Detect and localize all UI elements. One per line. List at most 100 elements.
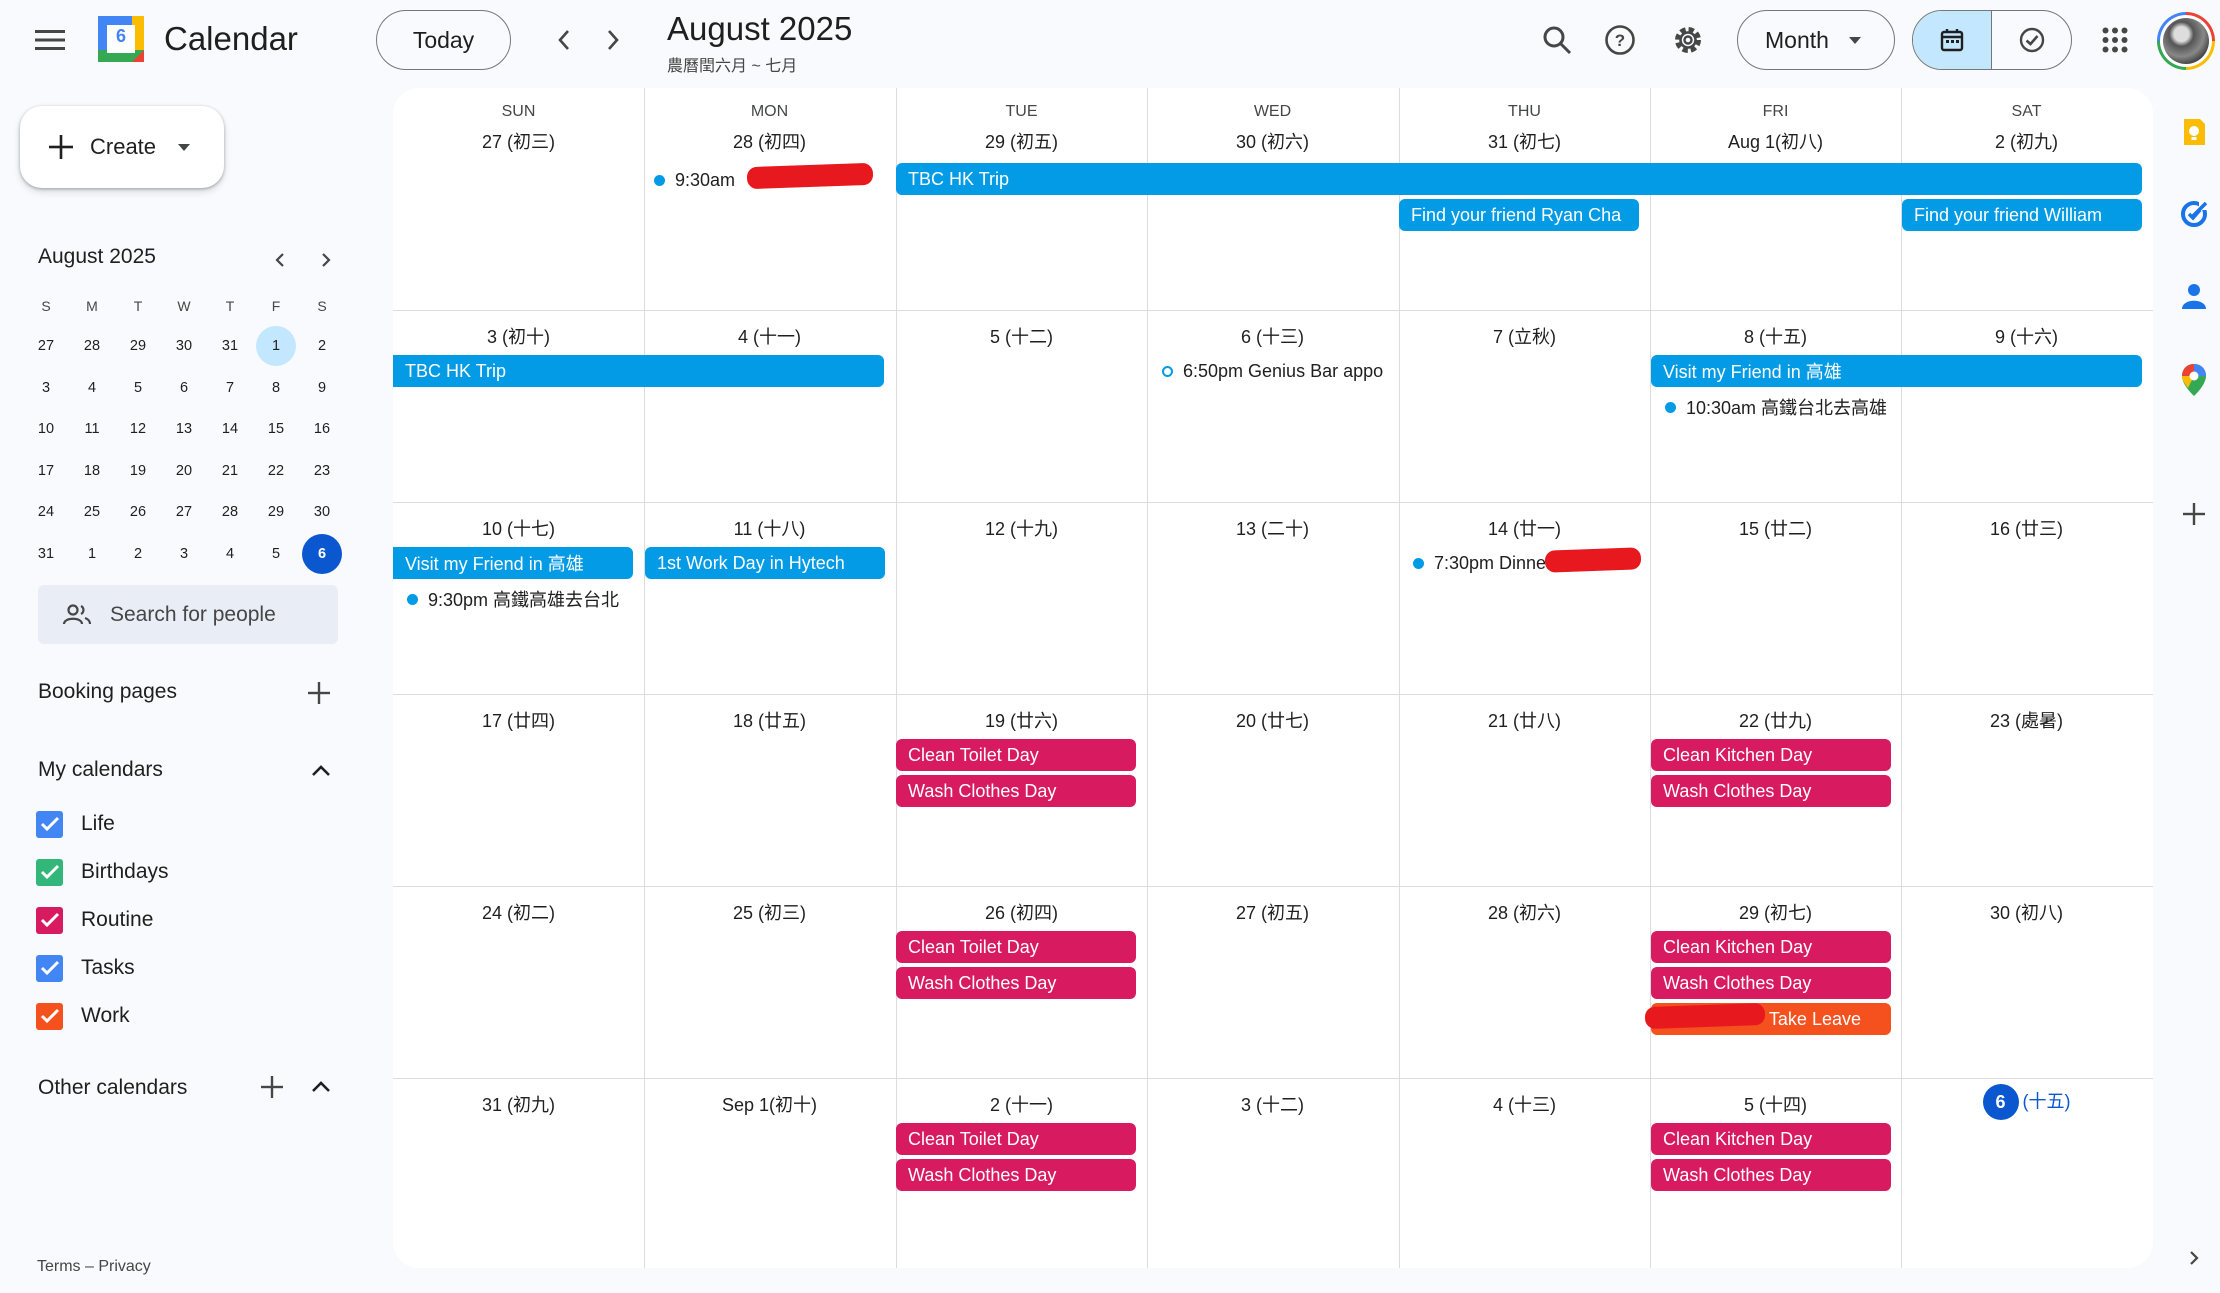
mini-calendar-day[interactable]: 12 xyxy=(129,421,147,438)
day-number[interactable]: 6 (十三) xyxy=(1241,327,1304,347)
mini-calendar-day[interactable]: 23 xyxy=(313,462,331,479)
event-wash-clothes-22[interactable]: Wash Clothes Day xyxy=(1651,775,1891,807)
collapse-other-calendars-icon[interactable] xyxy=(302,1068,340,1106)
google-apps-icon[interactable] xyxy=(2093,18,2137,62)
event-dinner[interactable]: 7:30pm Dinner xyxy=(1399,547,1643,579)
day-number[interactable]: 19 (廿六) xyxy=(984,711,1058,731)
mini-calendar-day[interactable]: 20 xyxy=(175,462,193,479)
mini-calendar-day[interactable]: 31 xyxy=(221,338,239,354)
day-number[interactable]: 14 (廿一) xyxy=(1487,519,1561,539)
event-visit-friend-kaohsiung-week2[interactable]: Visit my Friend in 高雄 xyxy=(1651,355,2142,387)
search-icon[interactable] xyxy=(1535,18,1579,62)
mini-calendar-day[interactable]: 4 xyxy=(87,379,97,396)
day-number[interactable]: 11 (十八) xyxy=(733,519,806,539)
mini-calendar-day[interactable]: 13 xyxy=(175,421,193,438)
event-clean-kitchen-22[interactable]: Clean Kitchen Day xyxy=(1651,739,1891,771)
mini-calendar-day[interactable]: 5 xyxy=(271,546,281,562)
next-period-icon[interactable] xyxy=(593,20,633,60)
mini-calendar-day[interactable]: 1 xyxy=(87,546,97,562)
day-number[interactable]: 18 (廿五) xyxy=(732,711,806,731)
day-number[interactable]: 21 (廿八) xyxy=(1487,711,1561,731)
mini-calendar-day[interactable]: 17 xyxy=(37,462,55,479)
day-number[interactable]: 20 (廿七) xyxy=(1235,711,1309,731)
day-number[interactable]: 17 (廿四) xyxy=(481,711,555,731)
mini-calendar-day[interactable]: 28 xyxy=(83,338,101,354)
event-wash-clothes-19[interactable]: Wash Clothes Day xyxy=(896,775,1136,807)
add-other-calendar-icon[interactable] xyxy=(253,1068,291,1106)
day-number[interactable]: 31 (初七) xyxy=(1487,132,1561,152)
mini-calendar-day[interactable]: 2 xyxy=(317,338,327,354)
mini-calendar-day[interactable]: 9 xyxy=(317,379,327,396)
mini-calendar-day[interactable]: 27 xyxy=(175,504,193,521)
tasks-view-toggle[interactable] xyxy=(1992,11,2071,69)
account-avatar[interactable] xyxy=(2157,12,2215,70)
mini-calendar-day[interactable]: 27 xyxy=(37,338,55,354)
day-number[interactable]: 15 (廿二) xyxy=(1738,519,1812,539)
event-wash-clothes-29[interactable]: Wash Clothes Day xyxy=(1651,967,1891,999)
mini-calendar-day[interactable]: 18 xyxy=(83,462,101,479)
keep-notes-icon[interactable] xyxy=(2176,114,2212,150)
day-number[interactable]: 2 (初九) xyxy=(1995,132,2058,152)
mini-calendar-day[interactable]: 6 xyxy=(302,534,342,574)
checkbox-checked-icon[interactable] xyxy=(36,906,63,934)
day-number[interactable]: 25 (初三) xyxy=(732,903,806,923)
expand-side-panel-icon[interactable] xyxy=(2176,1240,2212,1276)
mini-calendar-day[interactable]: 10 xyxy=(37,421,55,438)
event-clean-kitchen-29[interactable]: Clean Kitchen Day xyxy=(1651,931,1891,963)
event-clean-toilet-sep2[interactable]: Clean Toilet Day xyxy=(896,1123,1136,1155)
day-number[interactable]: 4 (十一) xyxy=(738,327,801,347)
event-genius-bar[interactable]: 6:50pm Genius Bar appo xyxy=(1148,355,1392,387)
event-clean-toilet-19[interactable]: Clean Toilet Day xyxy=(896,739,1136,771)
my-calendars-heading[interactable]: My calendars xyxy=(38,758,163,781)
mini-calendar-day[interactable]: 16 xyxy=(313,421,331,438)
mini-calendar-day[interactable]: 19 xyxy=(129,462,147,479)
event-find-friend-william[interactable]: Find your friend William xyxy=(1902,199,2142,231)
day-number[interactable]: 13 (二十) xyxy=(1235,519,1309,539)
mini-calendar-day[interactable]: 29 xyxy=(129,338,147,354)
mini-calendar-day[interactable]: 6 xyxy=(179,379,189,396)
day-number[interactable]: Aug 1(初八) xyxy=(1727,132,1824,152)
mini-calendar-day[interactable]: 30 xyxy=(313,504,331,521)
checkbox-checked-icon[interactable] xyxy=(36,1002,63,1030)
day-number[interactable]: 10 (十七) xyxy=(481,519,555,539)
mini-calendar-day[interactable]: 24 xyxy=(37,504,55,521)
checkbox-checked-icon[interactable] xyxy=(36,858,63,886)
day-number[interactable]: 28 (初六) xyxy=(1487,903,1561,923)
mini-calendar-day[interactable]: 14 xyxy=(221,421,239,438)
mini-calendar-day[interactable]: 25 xyxy=(83,504,101,521)
mini-calendar-day[interactable]: 21 xyxy=(221,462,239,479)
view-switcher-dropdown[interactable]: Month xyxy=(1737,10,1895,70)
previous-period-icon[interactable] xyxy=(544,20,584,60)
tasks-app-icon[interactable] xyxy=(2176,196,2212,232)
mini-calendar-day[interactable]: 7 xyxy=(225,379,235,396)
contacts-icon[interactable] xyxy=(2176,278,2212,314)
day-number[interactable]: 28 (初四) xyxy=(732,132,806,152)
day-number[interactable]: 23 (處暑) xyxy=(1989,711,2063,731)
day-number[interactable]: 7 (立秋) xyxy=(1493,327,1556,347)
calendar-item-routine[interactable]: Routine xyxy=(36,900,153,940)
add-booking-page-icon[interactable] xyxy=(300,674,338,712)
collapse-my-calendars-icon[interactable] xyxy=(302,752,340,790)
mini-calendar-day[interactable]: 4 xyxy=(225,546,235,562)
maps-icon[interactable] xyxy=(2176,362,2212,398)
day-number[interactable]: 5 (十二) xyxy=(990,327,1053,347)
checkbox-checked-icon[interactable] xyxy=(36,810,63,838)
event-find-friend-ryan[interactable]: Find your friend Ryan Cha xyxy=(1399,199,1639,231)
mini-calendar-day[interactable]: 22 xyxy=(267,462,285,479)
day-number[interactable]: 29 (初五) xyxy=(984,132,1058,152)
day-number[interactable]: 24 (初二) xyxy=(481,903,555,923)
event-mon28-timed[interactable]: 9:30am xyxy=(640,164,870,196)
mini-calendar-day[interactable]: 8 xyxy=(271,379,281,396)
event-wash-clothes-sep2[interactable]: Wash Clothes Day xyxy=(896,1159,1136,1191)
day-number[interactable]: 2 (十一) xyxy=(990,1095,1053,1115)
day-number[interactable]: 27 (初三) xyxy=(481,132,555,152)
event-clean-toilet-26[interactable]: Clean Toilet Day xyxy=(896,931,1136,963)
mini-calendar-day[interactable]: 5 xyxy=(133,379,143,396)
event-hsr-kaohsiung-taipei[interactable]: 9:30pm 高鐵高雄去台北 xyxy=(393,583,637,615)
mini-calendar-day[interactable]: 2 xyxy=(133,546,143,562)
mini-calendar-day[interactable]: 31 xyxy=(37,546,55,562)
day-number[interactable]: 5 (十四) xyxy=(1744,1095,1807,1115)
day-number[interactable]: 6 (十五) xyxy=(1901,1084,2152,1120)
day-number[interactable]: 4 (十三) xyxy=(1493,1095,1556,1115)
event-tbc-hk-trip-week1[interactable]: TBC HK Trip xyxy=(896,163,2142,195)
